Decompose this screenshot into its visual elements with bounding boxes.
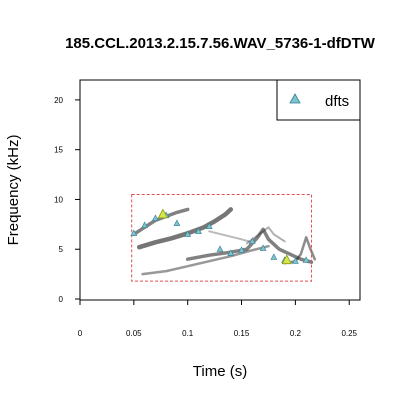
highlight-points	[157, 208, 292, 265]
data-point	[270, 253, 278, 260]
y-axis: 0 5 10 15 20	[54, 96, 81, 304]
selection-box	[131, 193, 313, 282]
data-point	[292, 257, 299, 264]
legend-label-dfts: dfts	[325, 93, 349, 110]
x-tick-label: 0.2	[290, 329, 302, 338]
spectrogram-band	[141, 244, 270, 276]
data-point	[205, 222, 213, 229]
data-point	[130, 229, 138, 236]
y-tick-label: 15	[54, 146, 63, 155]
highlight-point	[281, 254, 292, 265]
y-tick-label: 5	[59, 245, 64, 254]
spectrogram-layer	[132, 207, 317, 276]
data-point	[216, 245, 224, 252]
chart-title: 185.CCL.2013.2.15.7.56.WAV_5736-1-dfDTW	[65, 35, 376, 52]
spectrogram-band	[136, 207, 234, 250]
legend-box	[276, 79, 361, 121]
x-tick-label: 0.05	[126, 329, 142, 338]
data-point	[173, 219, 181, 226]
data-point	[227, 249, 235, 256]
x-tick-label: 0.15	[234, 329, 250, 338]
x-tick-label: 0.1	[182, 329, 194, 338]
x-axis: 0 0.05 0.1 0.15 0.2 0.25	[78, 299, 358, 338]
y-axis-label: Frequency (kHz)	[5, 135, 22, 246]
x-tick-label: 0.25	[341, 329, 357, 338]
spectrogram-band	[132, 207, 190, 237]
data-point	[195, 227, 202, 234]
y-tick-label: 0	[59, 295, 64, 304]
data-point	[238, 246, 245, 253]
legend: dfts	[276, 79, 361, 121]
data-point	[302, 256, 310, 263]
data-point	[141, 221, 148, 228]
y-tick-label: 10	[54, 195, 63, 204]
legend-triangle-marker	[289, 93, 301, 104]
spectrogram-band	[245, 226, 286, 245]
data-point	[248, 237, 256, 244]
x-tick-label: 0	[78, 329, 83, 338]
data-point	[152, 214, 159, 221]
data-point	[259, 244, 267, 251]
y-tick-label: 20	[54, 96, 63, 105]
data-point	[184, 230, 192, 237]
dfts-series	[130, 211, 310, 264]
spectrogram-band	[185, 227, 314, 264]
x-axis-label: Time (s)	[193, 363, 247, 380]
spectrogram-band	[208, 230, 254, 244]
highlight-point	[157, 208, 169, 219]
